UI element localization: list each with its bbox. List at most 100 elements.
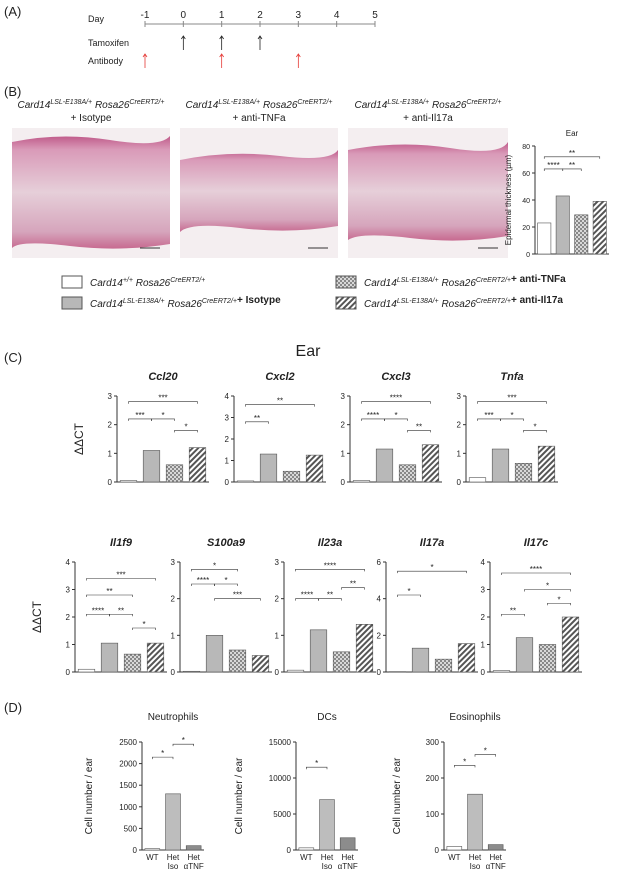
y-axis-label: Epidermal thickness (µm) bbox=[504, 154, 513, 245]
significance-label: ** bbox=[106, 587, 112, 596]
significance-bracket bbox=[214, 598, 261, 601]
y-tick-label: 2500 bbox=[119, 738, 137, 747]
y-tick-label: 1 bbox=[481, 641, 486, 650]
y-tick-label: 2000 bbox=[119, 760, 137, 769]
x-tick-label: Het Iso bbox=[167, 853, 180, 871]
bar bbox=[298, 847, 315, 851]
y-tick-label: 0 bbox=[275, 668, 280, 677]
chart-title: Ear bbox=[566, 129, 579, 138]
significance-label: **** bbox=[197, 576, 209, 585]
x-tick-label: Het αTNF bbox=[338, 853, 358, 871]
panel-label: (B) bbox=[4, 84, 21, 99]
y-tick-label: 0 bbox=[341, 478, 346, 487]
bar bbox=[165, 464, 184, 483]
caption: + anti-TNFa bbox=[232, 113, 286, 124]
legend-label: Card14LSL-E138A/+ Rosa26CreERT2/++ anti-… bbox=[364, 274, 566, 289]
bar bbox=[228, 649, 247, 673]
significance-label: ** bbox=[254, 414, 260, 423]
chart-title: Neutrophils bbox=[148, 712, 199, 723]
legend-label: Card14LSL-E138A/+ Rosa26CreERT2/++ Isoty… bbox=[90, 295, 281, 310]
significance-label: ** bbox=[277, 397, 283, 406]
significance-bracket bbox=[524, 589, 571, 592]
y-tick-label: 100 bbox=[426, 810, 440, 819]
bar bbox=[555, 195, 570, 255]
significance-bracket bbox=[341, 587, 365, 590]
y-tick-label: 10000 bbox=[269, 774, 292, 783]
tick-label: 4 bbox=[334, 10, 340, 21]
tick-label: 3 bbox=[296, 10, 302, 21]
significance-bracket bbox=[132, 627, 156, 630]
significance-label: * bbox=[510, 411, 513, 420]
significance-label: * bbox=[224, 576, 227, 585]
bar bbox=[251, 655, 270, 673]
significance-label: **** bbox=[324, 561, 336, 570]
y-tick-label: 1 bbox=[457, 449, 462, 458]
chart-title: Tnfa bbox=[500, 371, 523, 383]
bar bbox=[537, 222, 552, 255]
x-tick-label: Het αTNF bbox=[486, 853, 506, 871]
significance-bracket bbox=[397, 570, 467, 574]
bar bbox=[537, 445, 556, 483]
significance-label: *** bbox=[484, 411, 493, 420]
bar bbox=[592, 201, 607, 255]
y-tick-label: 40 bbox=[522, 198, 530, 205]
y-tick-label: 500 bbox=[124, 824, 138, 833]
y-axis-label: Cell number / ear bbox=[392, 757, 403, 834]
x-tick-label: WT bbox=[448, 853, 461, 862]
y-axis-label: ΔΔCT bbox=[72, 422, 86, 455]
significance-bracket bbox=[501, 572, 571, 575]
y-tick-label: 80 bbox=[522, 144, 530, 151]
significance-label: ** bbox=[350, 580, 356, 589]
bar bbox=[77, 668, 96, 673]
significance-label: ** bbox=[327, 591, 333, 600]
caption: Card14LSL-E138A/+ Rosa26CreERT2/+ bbox=[355, 99, 502, 111]
significance-bracket bbox=[384, 418, 408, 421]
tick-label: 5 bbox=[372, 10, 378, 21]
y-tick-label: 4 bbox=[377, 595, 382, 604]
y-tick-label: 2 bbox=[481, 613, 486, 622]
chart-title: DCs bbox=[317, 712, 336, 723]
significance-label: * bbox=[533, 422, 536, 431]
significance-label: *** bbox=[507, 394, 516, 403]
bar bbox=[411, 647, 430, 673]
significance-label: * bbox=[430, 563, 433, 572]
y-tick-label: 3 bbox=[66, 586, 71, 595]
bar bbox=[468, 477, 487, 483]
y-tick-label: 2 bbox=[457, 421, 462, 430]
bar bbox=[515, 637, 534, 673]
x-tick-label: WT bbox=[300, 853, 313, 862]
bar bbox=[309, 629, 328, 673]
bar bbox=[144, 848, 161, 851]
significance-bracket bbox=[109, 613, 133, 617]
significance-label: ** bbox=[118, 606, 124, 615]
significance-label: * bbox=[557, 595, 560, 604]
x-tick-label: WT bbox=[146, 853, 159, 862]
significance-bracket bbox=[306, 766, 328, 770]
y-tick-label: 2 bbox=[108, 421, 113, 430]
y-tick-label: 0 bbox=[66, 668, 71, 677]
legend-label: Card14LSL-E138A/+ Rosa26CreERT2/++ anti-… bbox=[364, 295, 563, 310]
significance-bracket bbox=[152, 756, 174, 760]
y-tick-label: 6 bbox=[377, 558, 382, 567]
significance-label: * bbox=[182, 736, 185, 745]
y-axis-label: Cell number / ear bbox=[234, 757, 245, 834]
significance-label: **** bbox=[301, 591, 313, 600]
y-tick-label: 1 bbox=[66, 641, 71, 650]
bar bbox=[205, 635, 224, 673]
y-tick-label: 60 bbox=[522, 171, 530, 178]
y-tick-label: 3 bbox=[457, 392, 462, 401]
bar bbox=[355, 624, 374, 673]
significance-bracket bbox=[191, 569, 238, 572]
arrow bbox=[219, 53, 224, 68]
significance-bracket bbox=[174, 430, 198, 433]
y-tick-label: 1 bbox=[275, 631, 280, 640]
significance-label: * bbox=[161, 749, 164, 758]
bar bbox=[514, 463, 533, 483]
bar bbox=[165, 793, 181, 851]
significance-label: *** bbox=[233, 591, 242, 600]
y-tick-label: 1 bbox=[341, 449, 346, 458]
significance-label: ** bbox=[569, 161, 575, 170]
x-tick-label: Het Iso bbox=[321, 853, 334, 871]
y-tick-label: 20 bbox=[522, 225, 530, 232]
